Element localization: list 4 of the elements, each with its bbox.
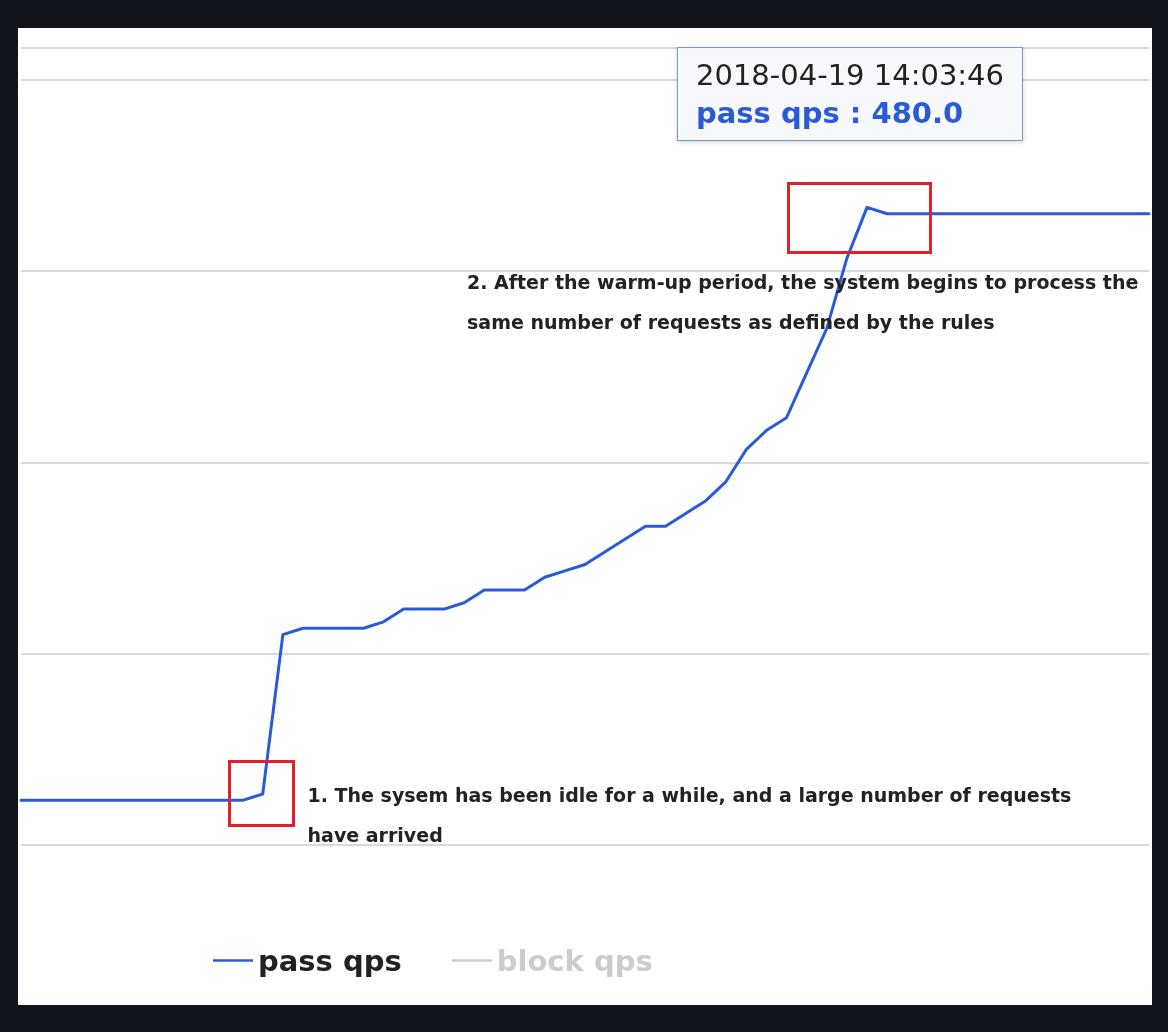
text: pass qps : 480.0 — [696, 95, 965, 133]
text: 2018-04-19 14:03:46 — [696, 57, 1004, 95]
legend-label: pass qps — [258, 943, 402, 978]
annotation: 1. The sysem has been idle for a while, and a large number of requests have arrived — [307, 783, 1073, 849]
